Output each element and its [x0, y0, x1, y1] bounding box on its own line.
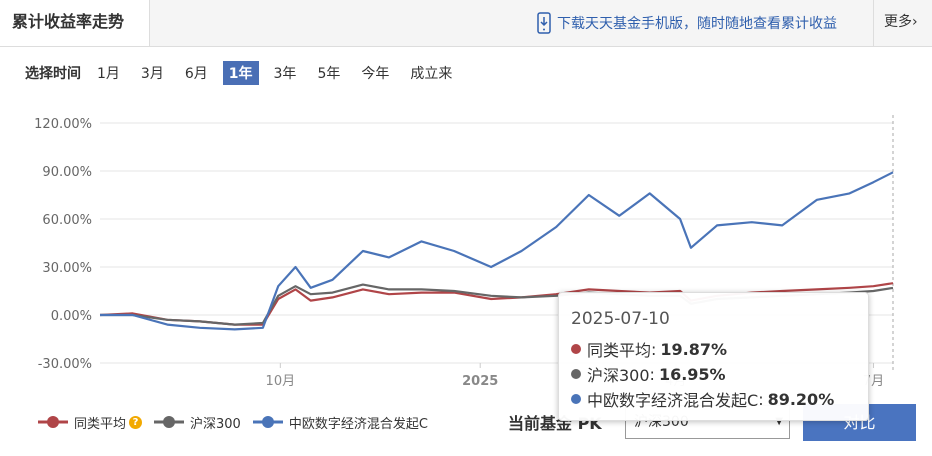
tooltip-name-hs300: 沪深300	[587, 366, 650, 385]
chevron-right-icon: ›	[912, 14, 918, 30]
tooltip-value-hs300: 16.95%	[658, 364, 726, 384]
tooltip-row-avg: 同类平均 : 19.87%	[571, 337, 727, 361]
question-icon[interactable]: ?	[129, 415, 143, 429]
range-1y[interactable]: 1年	[222, 61, 259, 85]
series-line-fund	[100, 171, 894, 331]
range-5y[interactable]: 5年	[317, 66, 341, 82]
range-6m[interactable]: 6月	[184, 66, 208, 82]
more-link[interactable]: 更多›	[873, 0, 932, 46]
tooltip-row-fund: 中欧数字经济混合发起C : 89.20%	[571, 387, 834, 411]
tooltip-date: 2025-07-10	[571, 309, 670, 329]
app-download-text: 下载天天基金手机版，随时随地查看累计收益	[557, 16, 837, 32]
y-tick-label: 90.00%	[42, 165, 92, 180]
range-3m[interactable]: 3月	[140, 66, 164, 82]
legend-marker-avg	[38, 416, 68, 428]
tooltip-name-fund: 中欧数字经济混合发起C	[587, 391, 759, 410]
y-tick-label: 60.00%	[42, 213, 92, 228]
range-1m[interactable]: 1月	[97, 66, 120, 82]
tooltip-sep-fund: :	[758, 389, 764, 409]
legend-marker-hs300	[154, 416, 185, 428]
time-range-label: 选择时间	[25, 66, 81, 82]
range-3y[interactable]: 3年	[273, 66, 297, 82]
legend-item-hs300[interactable]: 沪深300	[154, 413, 241, 432]
legend-marker-fund	[252, 416, 283, 428]
legend-label-hs300: 沪深300	[190, 416, 241, 432]
section-title: 累计收益率走势	[0, 0, 150, 46]
legend-label-avg: 同类平均	[74, 416, 127, 432]
tooltip-sep-hs300: :	[649, 364, 655, 384]
tooltip-sep-avg: :	[651, 339, 657, 359]
y-tick-label: -30.00%	[38, 357, 92, 372]
tooltip-dot-fund	[571, 394, 581, 404]
tooltip-name-avg: 同类平均	[587, 341, 652, 360]
tooltip-row-hs300: 沪深300 : 16.95%	[571, 362, 726, 386]
time-range-selector: 选择时间 1月 3月 6月 1年 3年 5年 今年 成立来	[25, 60, 467, 86]
app-download-link[interactable]: 下载天天基金手机版，随时随地查看累计收益	[537, 10, 837, 36]
tooltip-dot-avg	[571, 344, 581, 354]
x-tick-label: 2025	[462, 374, 498, 389]
tooltip-value-avg: 19.87%	[660, 339, 728, 359]
legend-item-avg[interactable]: 同类平均 ?	[38, 413, 143, 432]
chart-legend: 同类平均 ? 沪深300 中欧数字经济混合发起C	[38, 412, 440, 432]
legend-label-fund: 中欧数字经济混合发起C	[288, 416, 428, 432]
x-tick-label: 10月	[266, 374, 296, 389]
tooltip-dot-hs300	[571, 369, 581, 379]
more-label: 更多	[884, 14, 912, 30]
chevron-down-icon: ▼	[775, 416, 783, 427]
y-tick-label: 120.00%	[34, 117, 92, 132]
y-tick-label: 30.00%	[42, 261, 92, 276]
range-since-inception[interactable]: 成立来	[410, 66, 453, 82]
range-ytd[interactable]: 今年	[361, 66, 390, 82]
y-tick-label: 0.00%	[51, 309, 92, 324]
tooltip-value-fund: 89.20%	[767, 389, 835, 409]
y-axis-labels: 120.00% 90.00% 60.00% 30.00% 0.00% -30.00%	[34, 117, 92, 372]
chart-tooltip: 2025-07-10 同类平均 : 19.87% 沪深300 : 16.95% …	[558, 292, 869, 421]
phone-icon	[537, 12, 551, 34]
legend-item-fund[interactable]: 中欧数字经济混合发起C	[252, 413, 428, 432]
header-bar: 累计收益率走势 下载天天基金手机版，随时随地查看累计收益 更多›	[0, 0, 932, 47]
